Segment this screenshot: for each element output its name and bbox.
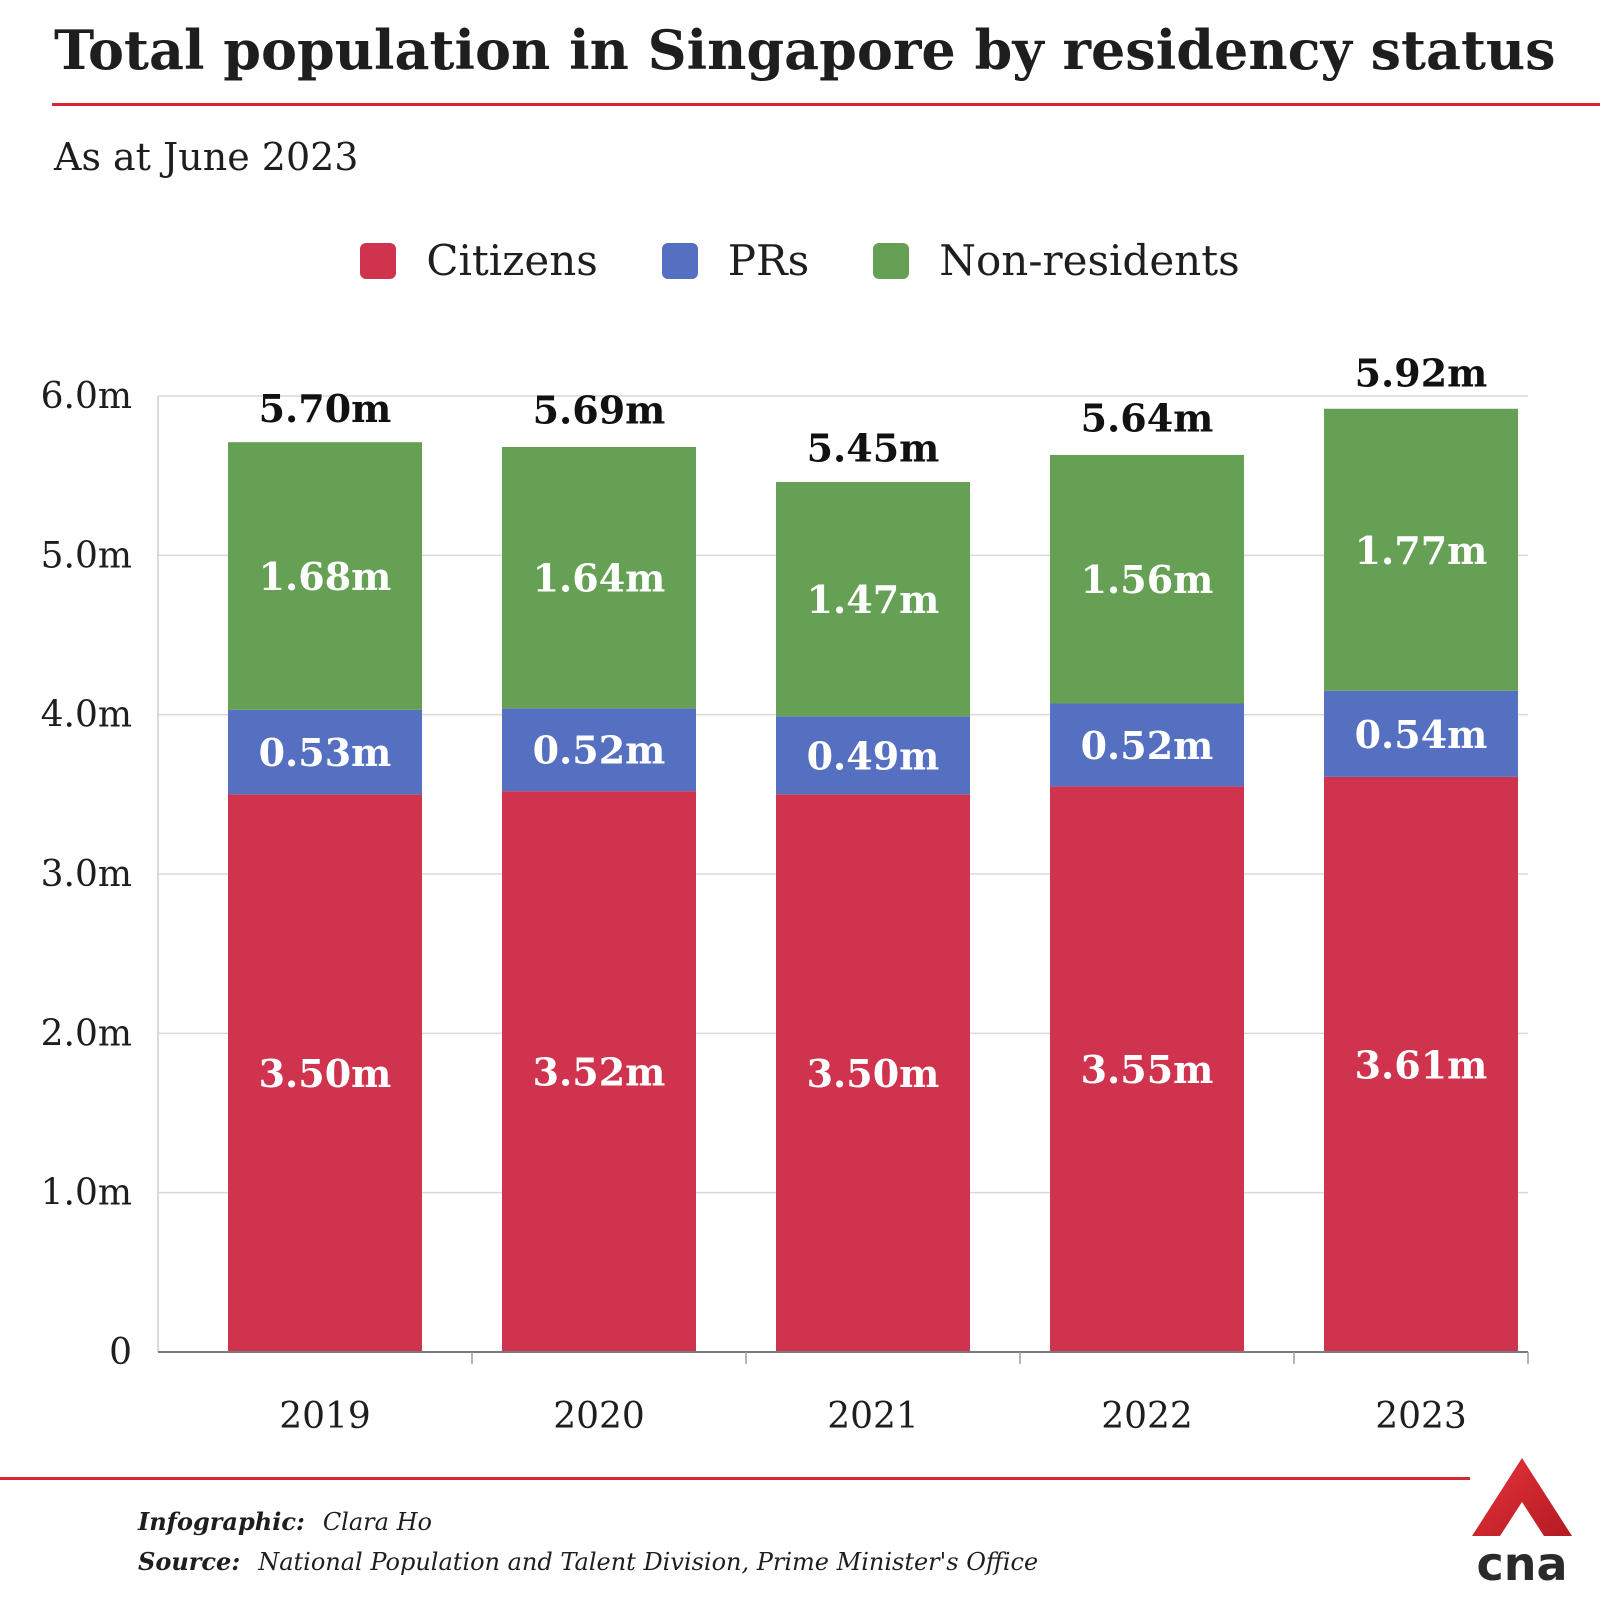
bar-value-label: 1.47m: [807, 577, 940, 622]
legend-swatch-prs: [661, 242, 698, 279]
bar-value-label: 1.68m: [259, 554, 392, 599]
legend-item-prs: PRs: [661, 236, 810, 285]
legend-label-citizens: Citizens: [426, 236, 598, 285]
credit-source-label: Source:: [138, 1547, 241, 1576]
chart-title: Total population in Singapore by residen…: [54, 18, 1556, 82]
bar-prs-2021: [776, 716, 970, 795]
total-label: 5.45m: [807, 426, 940, 471]
credit-infographic-label: Infographic:: [138, 1507, 305, 1536]
bar-value-label: 3.55m: [1081, 1047, 1214, 1092]
bar-value-label: 0.52m: [1081, 723, 1214, 768]
bar-value-label: 1.77m: [1355, 528, 1488, 573]
bar-value-label: 3.50m: [259, 1051, 392, 1096]
legend-swatch-citizens: [360, 242, 397, 279]
legend-swatch-non-residents: [873, 242, 910, 279]
bar-citizens-2023: [1324, 776, 1518, 1352]
bar-value-label: 3.50m: [807, 1051, 940, 1096]
svg-text:cna: cna: [1476, 1537, 1567, 1588]
bar-non-residents-2019: [228, 442, 422, 710]
bar-value-label: 0.54m: [1355, 712, 1488, 757]
title-divider: [52, 103, 1600, 106]
bar-prs-2023: [1324, 690, 1518, 777]
bar-value-label: 0.53m: [259, 730, 392, 775]
bar-value-label: 0.52m: [533, 728, 666, 773]
bar-non-residents-2023: [1324, 408, 1518, 691]
bar-value-label: 0.49m: [807, 733, 940, 778]
chart-subtitle: As at June 2023: [54, 135, 359, 179]
total-label: 5.92m: [1355, 351, 1488, 396]
bar-citizens-2021: [776, 794, 970, 1352]
y-tick-label: 1.0m: [41, 1173, 132, 1214]
y-tick-label: 5.0m: [41, 535, 132, 576]
bar-non-residents-2022: [1050, 454, 1244, 704]
stacked-bar-chart: 0 1.0m 2.0m 3.0m 4.0m 5.0m 6.0m 3.50m 0.53m 1.68m…: [41, 351, 1529, 1437]
bar-value-label: 1.56m: [1081, 557, 1214, 602]
credits: Infographic: Clara Ho Source: National Pop…: [138, 1502, 1038, 1582]
credit-infographic-value: Clara Ho: [322, 1508, 432, 1536]
bar-prs-2019: [228, 709, 422, 795]
x-tick-label: 2022: [1101, 1396, 1193, 1437]
legend-label-prs: PRs: [727, 236, 810, 285]
footer-divider: [0, 1477, 1470, 1480]
credit-source-value: National Population and Talent Division,…: [258, 1548, 1039, 1576]
y-tick-label: 3.0m: [41, 854, 132, 895]
bar-citizens-2022: [1050, 786, 1244, 1352]
credit-source: Source: National Population and Talent Di…: [138, 1542, 1038, 1582]
y-tick-label: 0: [109, 1332, 132, 1373]
bar-value-label: 3.52m: [533, 1050, 666, 1095]
bar-non-residents-2020: [502, 446, 696, 709]
bar-citizens-2019: [228, 794, 422, 1352]
legend-label-non-residents: Non-residents: [939, 236, 1240, 285]
bar-citizens-2020: [502, 791, 696, 1352]
bar-non-residents-2021: [776, 482, 970, 717]
cna-logo: cna: [1472, 1458, 1572, 1588]
legend: Citizens PRs Non-residents: [0, 236, 1600, 285]
total-label: 5.64m: [1081, 395, 1214, 440]
total-label: 5.70m: [259, 386, 392, 431]
x-tick-label: 2020: [553, 1396, 645, 1437]
total-label: 5.69m: [533, 387, 666, 432]
legend-item-non-residents: Non-residents: [873, 236, 1240, 285]
bar-prs-2020: [502, 708, 696, 792]
bar-value-label: 1.64m: [533, 556, 666, 601]
bar-prs-2022: [1050, 703, 1244, 787]
x-tick-label: 2021: [827, 1396, 919, 1437]
y-tick-label: 4.0m: [41, 695, 132, 736]
x-tick-label: 2019: [279, 1396, 371, 1437]
y-tick-label: 6.0m: [41, 376, 132, 417]
legend-item-citizens: Citizens: [360, 236, 598, 285]
credit-infographic: Infographic: Clara Ho: [138, 1502, 1038, 1542]
y-tick-label: 2.0m: [41, 1013, 132, 1054]
bar-value-label: 3.61m: [1355, 1042, 1488, 1087]
x-tick-label: 2023: [1375, 1396, 1467, 1437]
